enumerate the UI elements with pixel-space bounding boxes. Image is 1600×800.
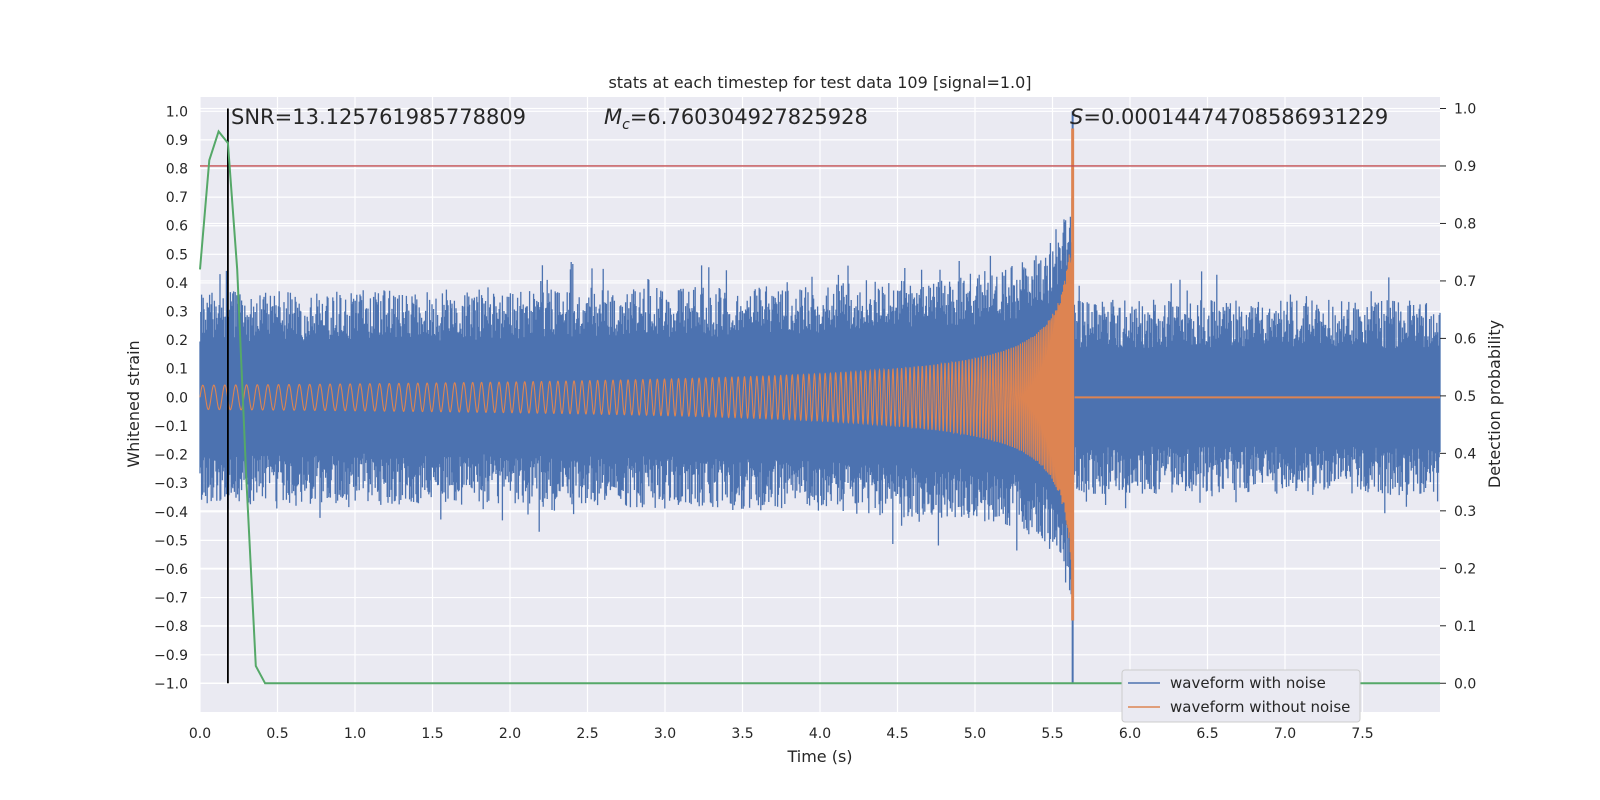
y-left-tick-label: −0.6 xyxy=(154,562,188,578)
y-right-tick-label: 0.1 xyxy=(1454,619,1476,635)
y-left-tick-label: −0.4 xyxy=(154,505,188,521)
overlays xyxy=(199,108,1440,685)
x-tick-label: 5.0 xyxy=(964,726,986,742)
y-left-tick-label: 0.4 xyxy=(166,276,188,292)
ticks: 0.0 0.5 1.0 1.5 2.0 2.5 3.0 3.5 4.0 4.5 5.0 5.5 6.0 6… xyxy=(154,101,1476,742)
s-annotation: S=0.00014474708586931229 xyxy=(1070,105,1388,129)
y-right-tick-label: 0.7 xyxy=(1454,274,1476,290)
x-axis-label: Time (s) xyxy=(786,747,852,766)
y-left-tick-label: −0.8 xyxy=(154,619,188,635)
x-tick-label: 4.0 xyxy=(809,726,831,742)
y-right-tick-label: 0.8 xyxy=(1454,216,1476,232)
y-right-tick-label: 0.6 xyxy=(1454,331,1476,347)
y-left-tick-label: −0.9 xyxy=(154,648,188,664)
x-tick-label: 2.0 xyxy=(499,726,521,742)
mc-symbol: M xyxy=(604,105,622,129)
snr-annotation: SNR=13.125761985778809 xyxy=(231,105,526,129)
s-value: =0.00014474708586931229 xyxy=(1083,105,1388,129)
clean-waveform-chirp xyxy=(199,233,1074,569)
mc-annotation: Mc=6.760304927825928 xyxy=(604,105,868,133)
chart-title: stats at each timestep for test data 109… xyxy=(608,73,1031,92)
y-left-tick-label: 0.2 xyxy=(166,333,188,349)
y-right-tick-label: 0.4 xyxy=(1454,446,1476,462)
x-tick-label: 1.5 xyxy=(421,726,443,742)
y-left-tick-label: −0.5 xyxy=(154,533,188,549)
s-symbol: S xyxy=(1070,105,1083,129)
y-left-tick-label: 0.8 xyxy=(166,162,188,178)
y-right-tick-label: 0.9 xyxy=(1454,159,1476,175)
y-left-tick-label: −0.1 xyxy=(154,419,188,435)
y-left-tick-label: 0.6 xyxy=(166,219,188,235)
x-tick-label: 0.0 xyxy=(189,726,211,742)
y-left-tick-label: −0.3 xyxy=(154,476,188,492)
y-left-tick-label: 0.7 xyxy=(166,190,188,206)
y-right-tick-label: 0.0 xyxy=(1454,676,1476,692)
legend: waveform with noise waveform without noi… xyxy=(1121,669,1361,723)
y-left-tick-label: −0.7 xyxy=(154,591,188,607)
y-left-tick-label: 0.0 xyxy=(166,390,188,406)
mc-subscript: c xyxy=(622,117,630,133)
y-left-tick-label: 0.1 xyxy=(166,362,188,378)
y-left-tick-label: 0.3 xyxy=(166,305,188,321)
x-tick-label: 6.5 xyxy=(1196,726,1218,742)
y-left-tick-label: −1.0 xyxy=(154,676,188,692)
y-left-tick-label: 1.0 xyxy=(166,104,188,120)
series-waveform-without-noise xyxy=(199,128,1440,621)
legend-label-noise: waveform with noise xyxy=(1170,674,1326,692)
x-tick-label: 7.0 xyxy=(1274,726,1296,742)
x-tick-label: 3.0 xyxy=(654,726,676,742)
mc-value: =6.760304927825928 xyxy=(630,105,868,129)
y-right-tick-label: 0.2 xyxy=(1454,561,1476,577)
y-left-tick-label: 0.9 xyxy=(166,133,188,149)
legend-label-clean: waveform without noise xyxy=(1170,698,1350,716)
x-tick-label: 5.5 xyxy=(1041,726,1063,742)
legend-box xyxy=(1121,669,1361,723)
y-left-tick-label: −0.2 xyxy=(154,448,188,464)
x-tick-label: 6.0 xyxy=(1119,726,1141,742)
y-right-tick-label: 0.5 xyxy=(1454,389,1476,405)
y-axis-label-right: Detection probability xyxy=(1485,320,1504,488)
y-right-tick-label: 0.3 xyxy=(1454,504,1476,520)
x-tick-label: 2.5 xyxy=(576,726,598,742)
x-tick-label: 1.0 xyxy=(344,726,366,742)
x-tick-label: 0.5 xyxy=(266,726,288,742)
y-right-tick-label: 1.0 xyxy=(1454,101,1476,117)
x-tick-label: 4.5 xyxy=(886,726,908,742)
x-tick-label: 7.5 xyxy=(1351,726,1373,742)
y-axis-label-left: Whitened strain xyxy=(124,340,143,467)
y-left-tick-label: 0.5 xyxy=(166,247,188,263)
detection-probability-line xyxy=(199,129,1440,685)
x-tick-label: 3.5 xyxy=(731,726,753,742)
